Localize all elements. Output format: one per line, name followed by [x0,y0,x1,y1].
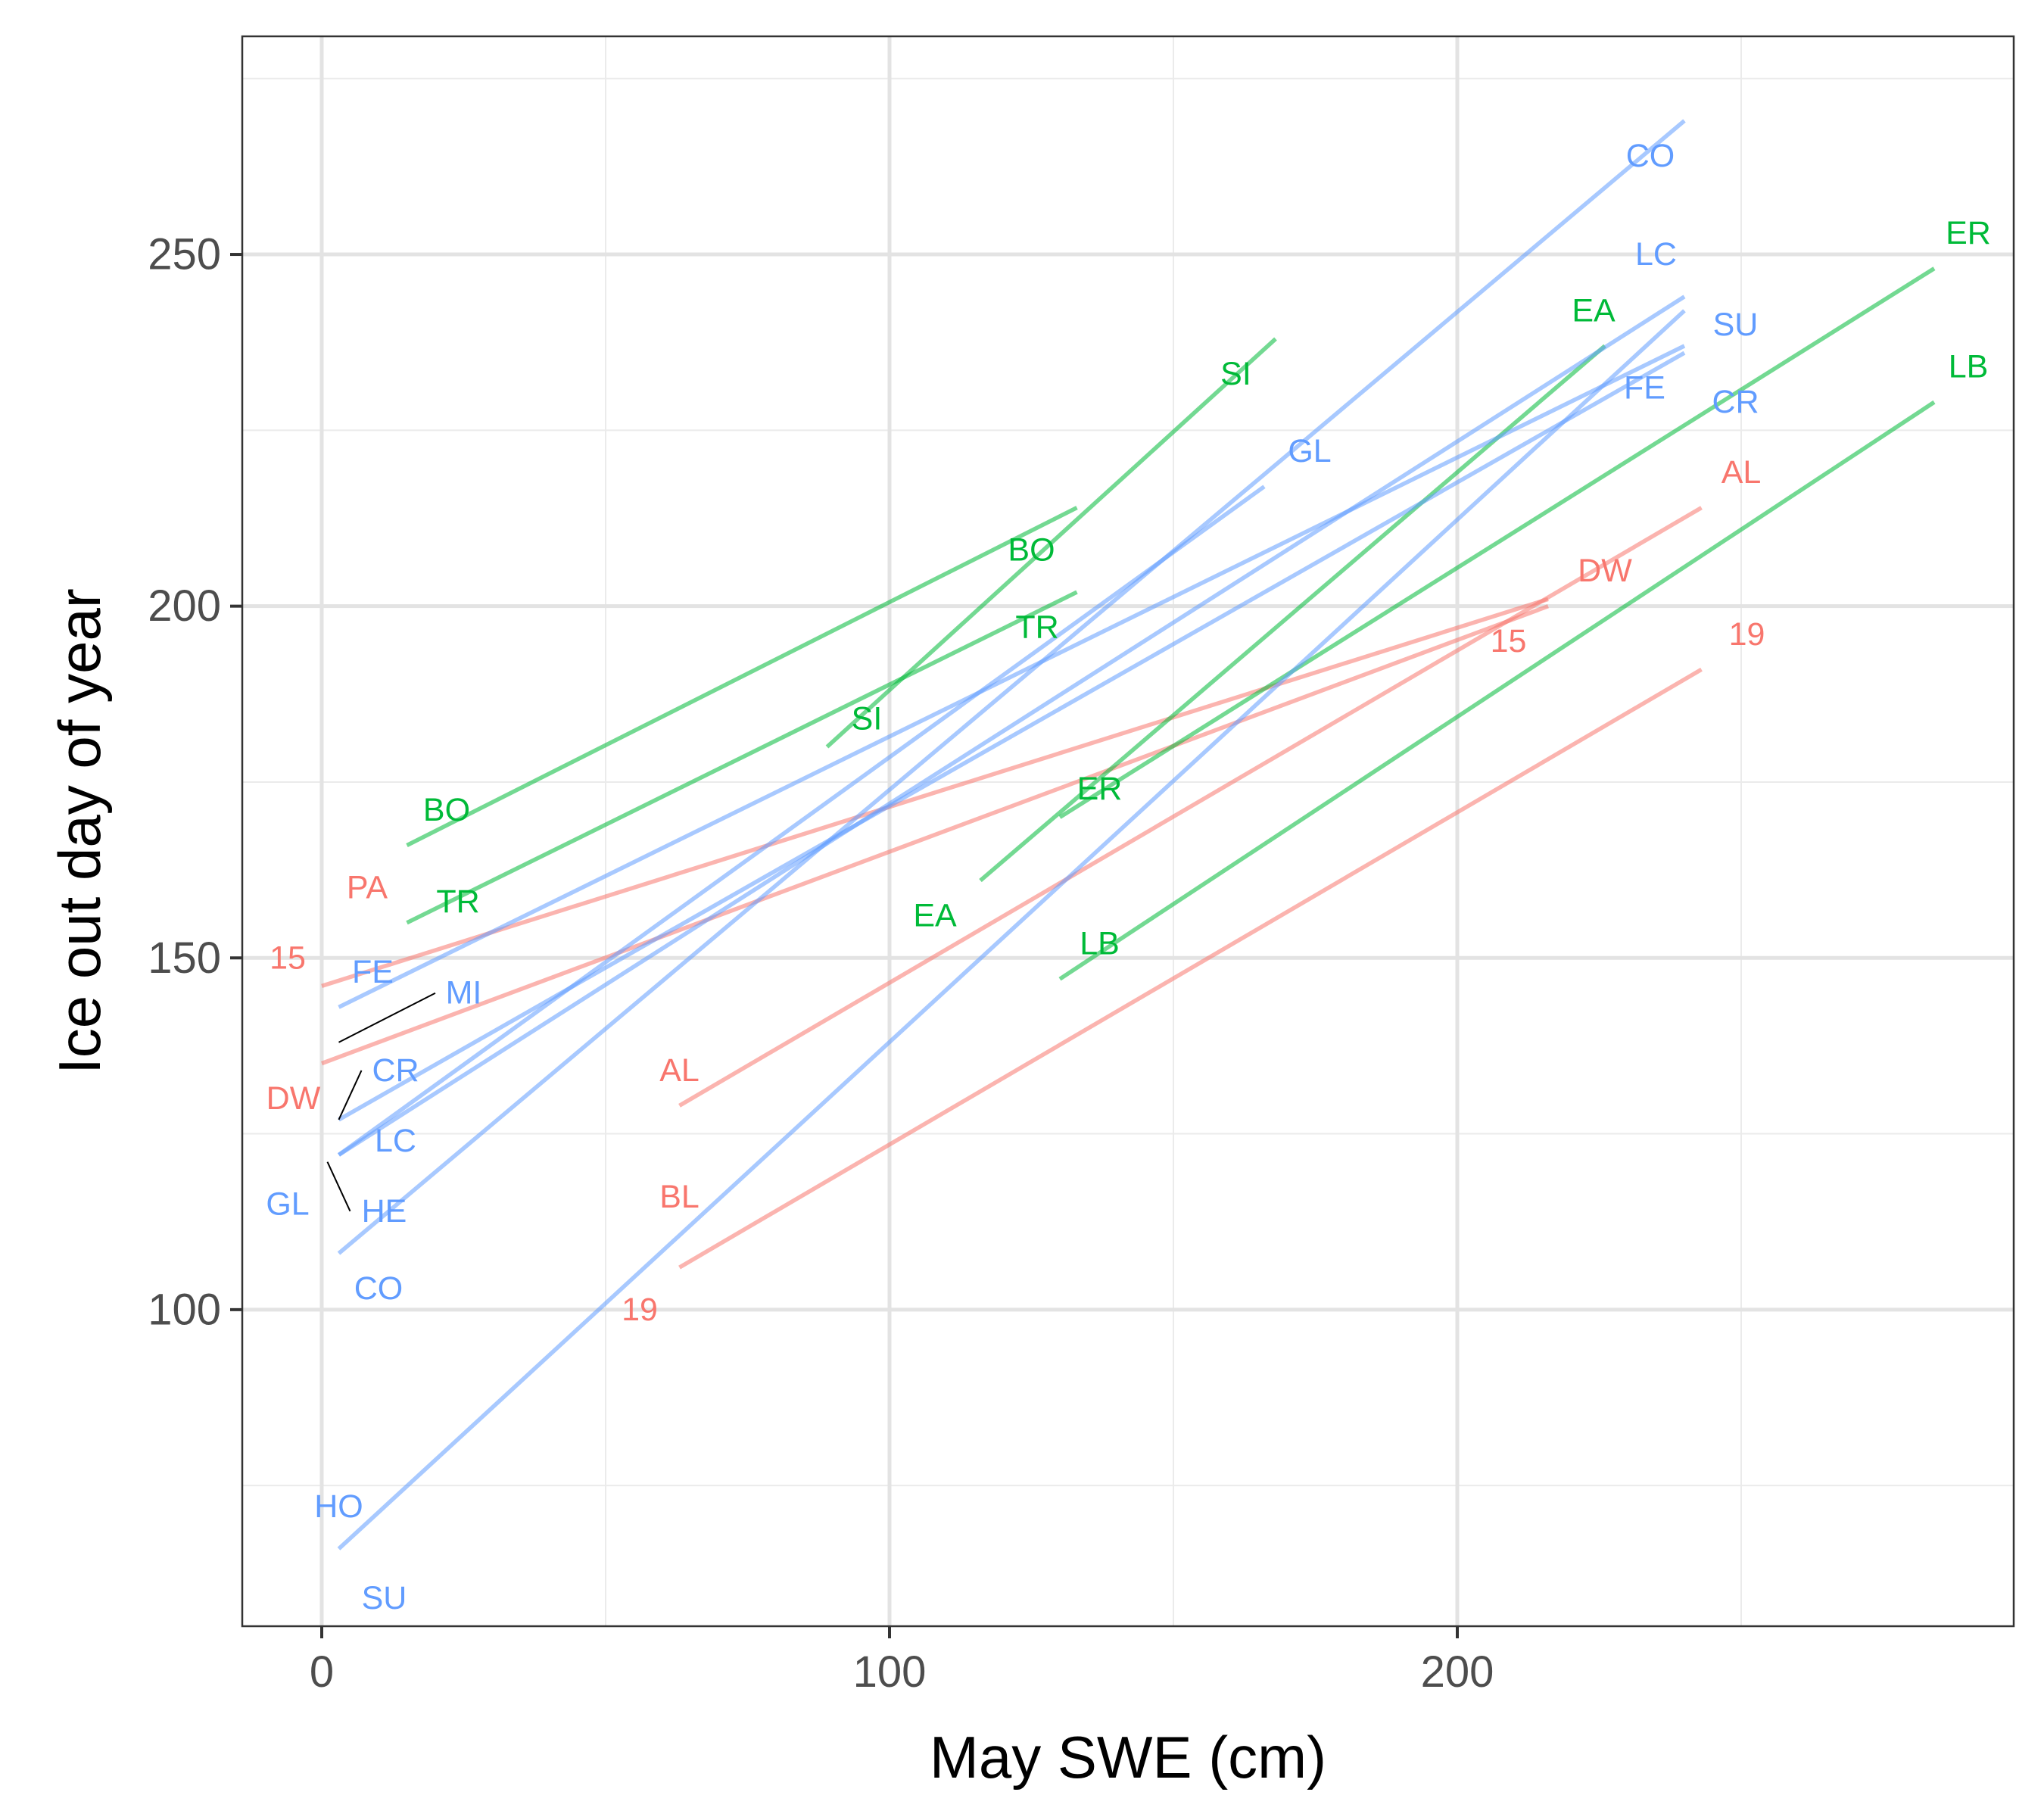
line-label-bo: BO [423,792,470,828]
series-line-green-9 [1058,266,1936,819]
line-label-lb: LB [1949,349,1989,385]
axis-ticks [230,253,1459,1638]
series-line-green-5 [406,506,1078,848]
series-line-green-10 [1058,400,1936,981]
line-label-co: CO [354,1270,404,1307]
line-label-al: AL [659,1052,700,1089]
y-tick-label: 250 [148,230,221,279]
line-label-su: SU [362,1580,407,1616]
line-label-ea: EA [913,898,957,934]
line-labels: 15 PA DW AL BL 19 15 DW 19 AL BO TR SI EA ER LB BO TR SI EA… [266,138,1991,1616]
line-label-gl: GL [266,1186,309,1222]
line-label-19: 19 [622,1292,658,1328]
line-label-lb: LB [1080,926,1120,962]
line-label-19: 19 [1729,616,1765,653]
y-axis-title: Ice out day of year [46,588,113,1074]
series-line-blue-15 [337,119,1686,1255]
line-label-co: CO [1626,138,1675,174]
series-lines [321,119,1936,1551]
line-label-cr: CR [1712,384,1759,420]
x-tick-label: 100 [853,1647,927,1697]
series-line-blue-14 [338,295,1686,1157]
line-label-mi: MI [446,975,482,1011]
line-label-fe: FE [352,954,394,990]
y-axis-tick-labels: 100 150 200 250 [148,230,221,1335]
y-tick-label: 150 [148,933,221,983]
line-label-ea: EA [1572,292,1616,329]
line-label-su: SU [1713,307,1759,343]
series-line-blue-11 [338,344,1686,1009]
series-line-red-4 [678,667,1703,1270]
label-connector-3 [326,1161,351,1212]
panel-border [241,35,2015,1628]
line-label-ho: HO [314,1488,363,1525]
label-connector-1 [338,992,436,1043]
line-label-si: SI [1220,356,1251,392]
line-label-pa: PA [347,869,388,905]
series-line-green-6 [406,590,1078,925]
line-label-fe: FE [1624,370,1665,407]
label-connectors [326,992,436,1212]
line-label-si: SI [852,700,883,737]
label-connector-2 [338,1070,363,1120]
line-label-lc: LC [375,1123,416,1159]
line-label-tr: TR [436,884,479,920]
series-line-green-7 [825,337,1277,749]
line-label-bo: BO [1008,531,1055,568]
series-line-blue-16 [337,309,1686,1551]
line-label-bl: BL [659,1179,700,1215]
series-line-red-1 [321,597,1549,989]
line-label-tr: TR [1015,609,1058,646]
minor-gridlines [242,36,2014,1626]
major-gridlines [242,36,2014,1626]
x-axis-tick-labels: 0 100 200 [310,1647,1494,1697]
series-line-red-3 [678,506,1703,1108]
x-tick-label: 0 [310,1647,334,1697]
line-label-er: ER [1077,771,1123,807]
line-label-lc: LC [1635,236,1677,273]
line-label-15: 15 [270,940,306,976]
line-label-dw: DW [1578,553,1632,589]
line-label-al: AL [1722,454,1762,491]
x-tick-label: 200 [1421,1647,1494,1697]
line-label-er: ER [1946,215,1991,251]
x-axis-title: May SWE (cm) [930,1724,1326,1791]
line-label-cr: CR [372,1052,419,1089]
line-label-15: 15 [1491,623,1527,659]
line-label-he: HE [362,1193,407,1230]
line-label-gl: GL [1288,433,1331,469]
series-line-blue-13 [337,485,1266,1157]
y-tick-label: 100 [148,1285,221,1334]
line-label-dw: DW [266,1080,321,1117]
y-tick-label: 200 [148,581,221,631]
series-line-red-2 [321,604,1549,1066]
